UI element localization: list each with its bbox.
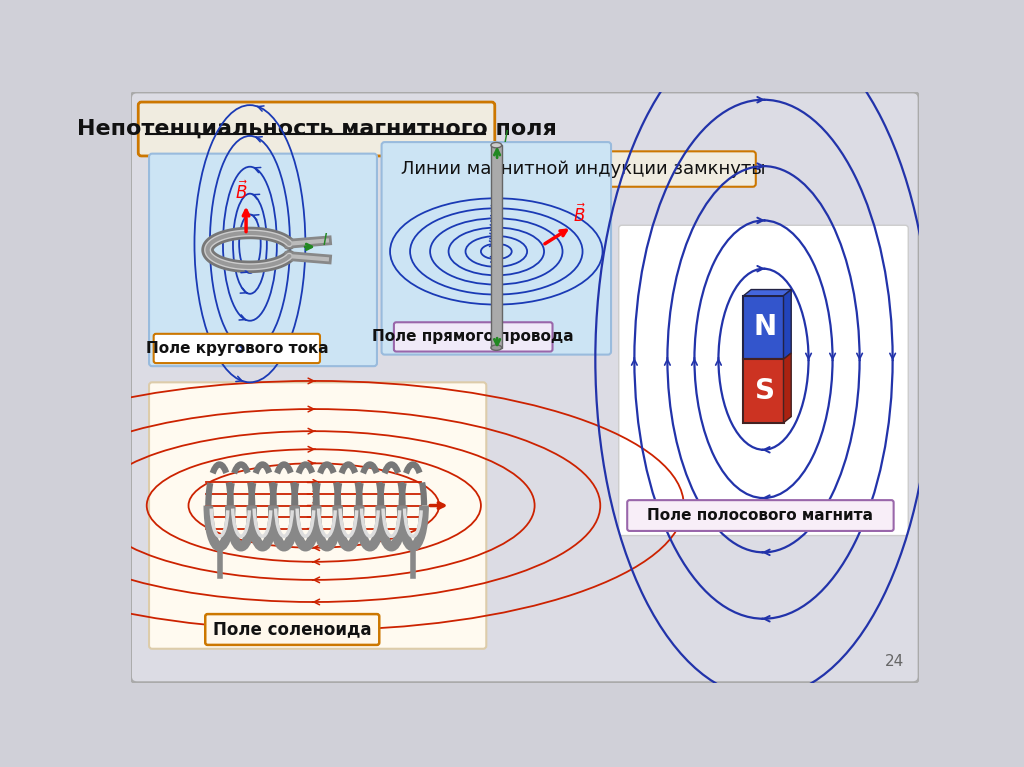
Text: Линии магнитной индукции замкнуты: Линии магнитной индукции замкнуты [401, 160, 766, 178]
Text: Поле кругового тока: Поле кругового тока [145, 341, 328, 356]
Text: Поле прямого провода: Поле прямого провода [373, 329, 574, 344]
FancyBboxPatch shape [618, 225, 908, 535]
Text: Поле соленоида: Поле соленоида [213, 621, 372, 638]
Text: N: N [754, 314, 776, 341]
FancyBboxPatch shape [138, 102, 495, 156]
Text: I: I [323, 233, 328, 249]
Ellipse shape [490, 345, 502, 351]
FancyBboxPatch shape [628, 500, 894, 531]
Text: $\vec{B}$: $\vec{B}$ [236, 180, 249, 203]
Bar [743, 359, 783, 423]
Polygon shape [783, 290, 792, 359]
FancyBboxPatch shape [382, 142, 611, 354]
FancyBboxPatch shape [394, 322, 553, 351]
FancyBboxPatch shape [154, 334, 319, 363]
FancyBboxPatch shape [411, 151, 756, 186]
Text: I: I [504, 130, 509, 145]
Text: Непотенциальность магнитного поля: Непотенциальность магнитного поля [77, 119, 557, 139]
Ellipse shape [490, 143, 502, 148]
Text: S: S [755, 377, 775, 405]
FancyBboxPatch shape [150, 382, 486, 649]
FancyBboxPatch shape [150, 153, 377, 366]
Text: $\vec{B}$: $\vec{B}$ [573, 204, 587, 226]
FancyBboxPatch shape [131, 92, 920, 683]
Polygon shape [743, 290, 792, 296]
Text: 24: 24 [885, 653, 904, 669]
Bar [490, 145, 502, 347]
Polygon shape [783, 353, 792, 423]
Text: Поле полосового магнита: Поле полосового магнита [647, 508, 873, 523]
Bar [743, 296, 783, 359]
FancyBboxPatch shape [205, 614, 379, 645]
